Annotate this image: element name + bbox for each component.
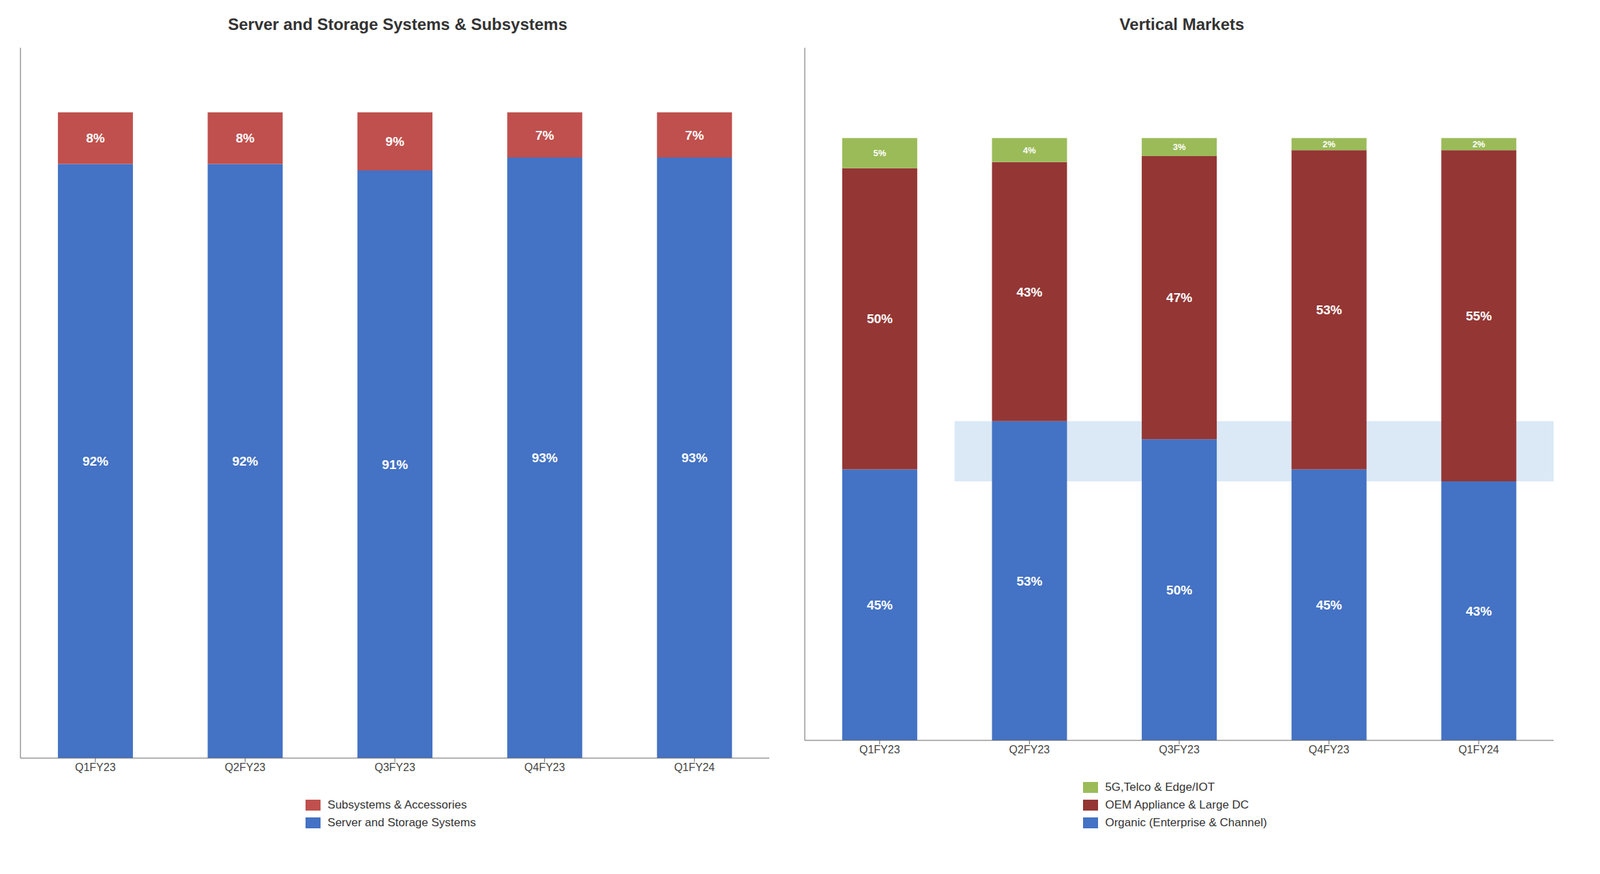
svg-text:93%: 93%: [531, 450, 558, 466]
svg-text:91%: 91%: [381, 457, 408, 472]
html-text:Organic (Enterprise & Channel): Organic (Enterprise & Channel): [1105, 816, 1267, 830]
svg-text:7%: 7%: [535, 128, 555, 143]
svg-text:53%: 53%: [1316, 302, 1343, 318]
svg-text:2%: 2%: [1472, 139, 1486, 150]
svg-text:47%: 47%: [1166, 290, 1193, 305]
html-text:OEM Appliance & Large DC: OEM Appliance & Large DC: [1105, 798, 1249, 812]
svg-text:Q1FY23: Q1FY23: [75, 761, 116, 774]
svg-text:2%: 2%: [1322, 139, 1336, 150]
svg-text:8%: 8%: [85, 130, 106, 146]
svg-text:50%: 50%: [1166, 583, 1193, 598]
svg-text:45%: 45%: [866, 598, 893, 613]
svg-text:9%: 9%: [385, 134, 405, 149]
svg-text:43%: 43%: [1016, 285, 1043, 300]
svg-text:Q2FY23: Q2FY23: [1009, 744, 1051, 756]
svg-text:50%: 50%: [866, 311, 893, 327]
html-text:Vertical Markets: Vertical Markets: [1119, 15, 1245, 34]
svg-text:4%: 4%: [1023, 145, 1036, 156]
svg-text:92%: 92%: [231, 454, 258, 469]
svg-text:92%: 92%: [82, 454, 109, 469]
svg-text:55%: 55%: [1465, 308, 1492, 324]
svg-text:7%: 7%: [685, 128, 705, 143]
svg-text:3%: 3%: [1173, 141, 1187, 153]
svg-text:8%: 8%: [235, 130, 256, 146]
svg-text:43%: 43%: [1465, 604, 1492, 619]
html-text:Server and Storage Systems: Server and Storage Systems: [327, 816, 476, 830]
svg-text:Q1FY24: Q1FY24: [1458, 744, 1500, 756]
svg-text:Q2FY23: Q2FY23: [225, 761, 266, 774]
svg-text:45%: 45%: [1316, 598, 1343, 613]
svg-text:Q4FY23: Q4FY23: [1308, 744, 1350, 756]
svg-text:Q1FY23: Q1FY23: [859, 744, 901, 756]
html-text:5G,Telco & Edge/IOT: 5G,Telco & Edge/IOT: [1105, 780, 1215, 794]
svg-text:Q3FY23: Q3FY23: [1158, 744, 1200, 756]
html-text:Subsystems & Accessories: Subsystems & Accessories: [327, 798, 467, 812]
svg-text:Q3FY23: Q3FY23: [374, 761, 416, 774]
svg-text:Q4FY23: Q4FY23: [524, 761, 566, 774]
svg-text:Q1FY24: Q1FY24: [673, 761, 715, 774]
html-text:Server and Storage Systems & S: Server and Storage Systems & Subsystems: [227, 15, 568, 34]
svg-text:5%: 5%: [873, 147, 887, 159]
svg-text:53%: 53%: [1016, 574, 1043, 589]
svg-text:93%: 93%: [681, 450, 708, 466]
